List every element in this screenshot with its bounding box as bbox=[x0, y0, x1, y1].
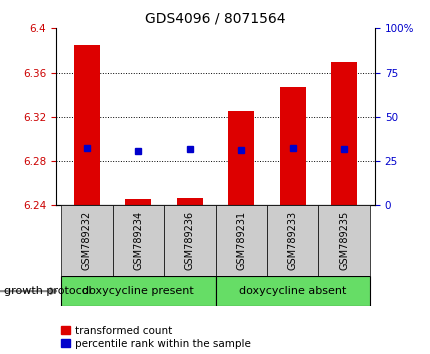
Text: GSM789232: GSM789232 bbox=[82, 211, 92, 270]
Text: GSM789235: GSM789235 bbox=[338, 211, 348, 270]
Title: GDS4096 / 8071564: GDS4096 / 8071564 bbox=[145, 12, 285, 26]
Bar bbox=[318, 205, 369, 276]
Bar bbox=[74, 45, 99, 205]
Text: doxycycline present: doxycycline present bbox=[82, 286, 194, 296]
Text: GSM789233: GSM789233 bbox=[287, 211, 297, 270]
Text: GSM789231: GSM789231 bbox=[236, 211, 246, 270]
Bar bbox=[164, 205, 215, 276]
Bar bbox=[215, 276, 369, 306]
Text: doxycycline absent: doxycycline absent bbox=[238, 286, 346, 296]
Bar bbox=[61, 276, 215, 306]
Bar bbox=[176, 198, 202, 205]
Bar bbox=[215, 205, 266, 276]
Bar bbox=[61, 205, 112, 276]
Text: growth protocol: growth protocol bbox=[4, 286, 92, 296]
Text: GSM789236: GSM789236 bbox=[184, 211, 194, 270]
Bar bbox=[331, 62, 356, 205]
Legend: transformed count, percentile rank within the sample: transformed count, percentile rank withi… bbox=[61, 326, 250, 349]
Bar bbox=[279, 87, 305, 205]
Bar bbox=[112, 205, 164, 276]
Bar bbox=[125, 199, 151, 205]
Bar bbox=[266, 205, 318, 276]
Bar bbox=[228, 111, 254, 205]
Text: GSM789234: GSM789234 bbox=[133, 211, 143, 270]
